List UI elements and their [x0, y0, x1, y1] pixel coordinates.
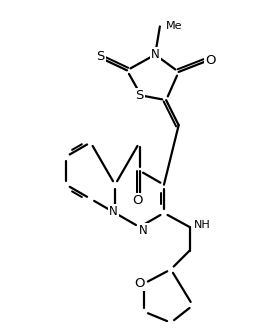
- Text: S: S: [135, 89, 144, 102]
- Text: N: N: [109, 205, 118, 218]
- Text: O: O: [133, 194, 143, 207]
- Text: N: N: [151, 48, 160, 61]
- Text: N: N: [139, 224, 148, 237]
- Text: NH: NH: [193, 220, 210, 230]
- Text: Me: Me: [165, 21, 182, 31]
- Text: O: O: [134, 277, 145, 290]
- Text: O: O: [205, 55, 216, 67]
- Text: S: S: [96, 50, 105, 63]
